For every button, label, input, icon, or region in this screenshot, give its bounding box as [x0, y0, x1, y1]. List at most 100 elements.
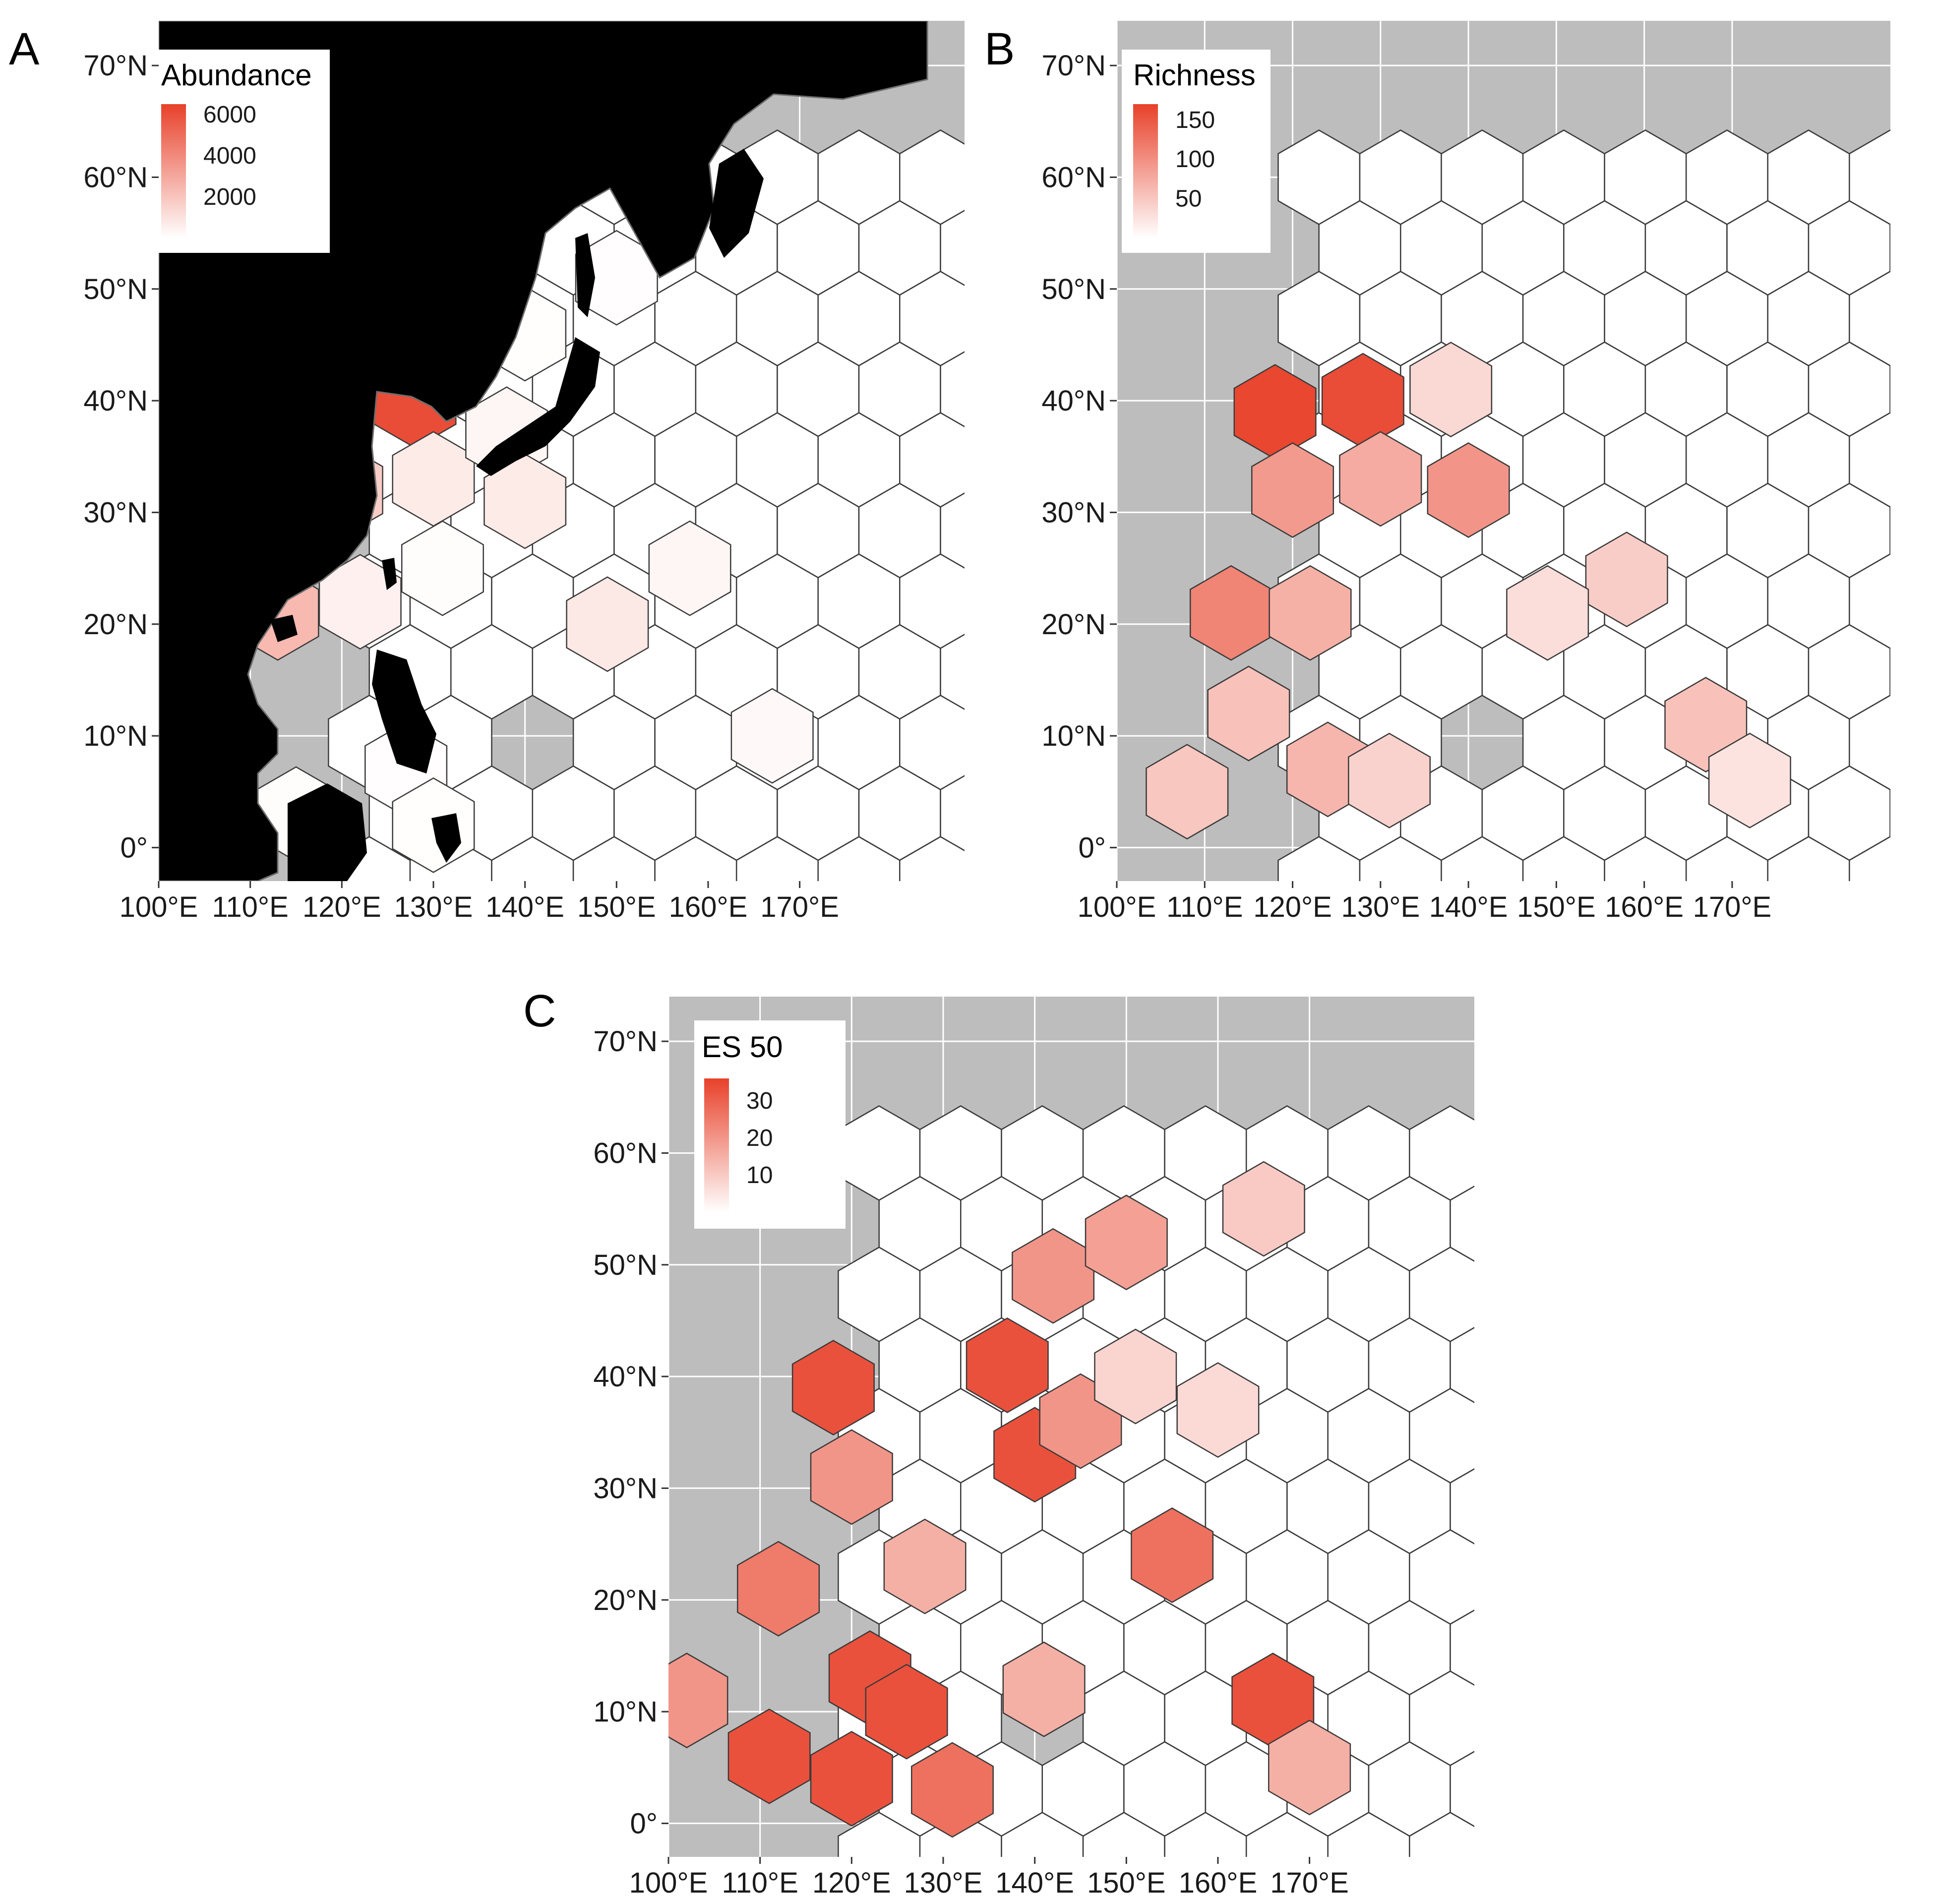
panel-label-b: B — [984, 24, 1015, 74]
x-tick-label: 110°E — [1166, 891, 1243, 923]
hex-cell — [1409, 1812, 1474, 1857]
hex-cell — [1164, 1812, 1247, 1857]
hex-cell-value — [791, 1340, 875, 1436]
y-tick-label: 60°N — [83, 161, 148, 193]
x-tick-label: 160°E — [1179, 1867, 1258, 1899]
hex-cell-value — [1207, 665, 1290, 762]
hex-cell-value — [1427, 442, 1510, 538]
y-tick-label: 40°N — [593, 1361, 658, 1393]
y-tick-label: 70°N — [83, 50, 148, 82]
y-axis: 70°N 60°N 50°N 40°N 30°N 20°N 10°N 0° — [1041, 50, 1117, 864]
legend: Abundance 6000 4000 2000 — [156, 50, 330, 253]
hex-cell — [1604, 836, 1687, 881]
panel-a: A Abundance 6000 4000 2000 70°N 60°N 50°N 40°… — [9, 21, 965, 923]
legend-title: ES 50 — [702, 1030, 783, 1064]
hex-cell — [1001, 1812, 1084, 1857]
x-tick-label: 130°E — [394, 891, 473, 923]
hex-cell-value — [1409, 342, 1493, 438]
hex-cell-value — [727, 1708, 811, 1804]
y-tick-label: 50°N — [593, 1249, 658, 1281]
legend-ticks: 30 20 10 — [746, 1088, 773, 1189]
hex-cell-value — [566, 576, 649, 672]
hex-cell-value — [318, 554, 402, 650]
hex-cell-value — [865, 1664, 948, 1760]
hex-cell-value — [910, 1742, 994, 1838]
hex-cell-value — [1268, 1720, 1351, 1816]
x-tick-label: 120°E — [1253, 891, 1332, 923]
y-tick-label: 0° — [121, 832, 148, 864]
panel-label-a: A — [9, 24, 40, 74]
hex-cell-value — [392, 431, 475, 527]
y-axis: 70°N 60°N 50°N 40°N 30°N 20°N 10°N 0° — [593, 1025, 668, 1840]
hex-cell — [899, 836, 965, 881]
hex-cell-value — [1339, 431, 1422, 527]
y-tick-label: 70°N — [1041, 50, 1106, 82]
legend-title: Abundance — [161, 59, 312, 92]
hex-cell — [1082, 1812, 1165, 1857]
hex-cell-value — [1348, 732, 1431, 829]
land-layer — [159, 21, 928, 881]
y-tick-label: 30°N — [593, 1472, 658, 1504]
hex-cell-value — [810, 1730, 893, 1827]
legend-color-bar — [161, 104, 186, 238]
hex-cell — [1685, 836, 1768, 881]
hex-cell-value — [1085, 1194, 1168, 1291]
legend-color-bar — [704, 1078, 729, 1212]
hex-cell — [654, 836, 737, 881]
hex-cell — [1277, 836, 1361, 881]
legend-tick-label: 30 — [746, 1088, 773, 1114]
hex-cell — [1327, 1812, 1410, 1857]
asia-landmass — [159, 21, 928, 881]
y-tick-label: 20°N — [83, 608, 148, 641]
hex-cell-value — [668, 1653, 728, 1748]
hex-cell — [491, 836, 574, 881]
x-axis: 100°E 110°E 120°E 130°E 140°E 150°E 160°E 170°E — [120, 881, 839, 923]
kamchatka — [709, 149, 764, 258]
hex-cell — [838, 1812, 921, 1857]
hex-cell — [817, 836, 901, 881]
x-tick-label: 170°E — [1693, 891, 1772, 923]
hex-cell-value — [1269, 565, 1352, 661]
hex-cell-value — [966, 1317, 1049, 1414]
y-tick-label: 40°N — [83, 385, 148, 417]
x-tick-label: 130°E — [1341, 891, 1420, 923]
hex-cell — [1441, 836, 1524, 881]
x-tick-label: 120°E — [812, 1867, 891, 1899]
x-tick-label: 100°E — [120, 891, 198, 923]
hexbin-layer — [1146, 129, 1890, 881]
hex-cell — [1522, 836, 1605, 881]
y-tick-label: 30°N — [83, 496, 148, 529]
hex-cell-value — [810, 1429, 893, 1525]
x-tick-label: 150°E — [1087, 1867, 1166, 1899]
hex-cell-value — [575, 230, 658, 326]
hex-cell-value — [1146, 744, 1229, 840]
x-axis: 100°E 110°E 120°E 130°E 140°E 150°E 160°E 170°E — [629, 1857, 1349, 1899]
panel-b: B Richness 150 100 50 70°N 60°N 50°N 40°N 30°N… — [984, 21, 1890, 923]
legend-ticks: 150 100 50 — [1175, 107, 1215, 212]
x-tick-label: 140°E — [485, 891, 564, 923]
y-tick-label: 20°N — [1041, 608, 1106, 641]
hex-cell-value — [730, 688, 814, 784]
hex-cell-value — [1321, 353, 1404, 449]
hexbin-layer — [668, 1105, 1474, 1857]
x-tick-label: 140°E — [995, 1867, 1074, 1899]
x-axis: 100°E 110°E 120°E 130°E 140°E 150°E 160°E 170°E — [1078, 881, 1772, 923]
y-tick-label: 0° — [630, 1807, 658, 1840]
legend-tick-label: 50 — [1175, 186, 1202, 212]
taiwan — [382, 558, 397, 590]
legend-title: Richness — [1133, 59, 1256, 92]
legend: Richness 150 100 50 — [1122, 50, 1271, 253]
legend-tick-label: 10 — [746, 1162, 773, 1189]
x-tick-label: 120°E — [303, 891, 381, 923]
legend-tick-label: 100 — [1175, 146, 1215, 173]
hex-cell-value — [648, 520, 731, 616]
legend-tick-label: 20 — [746, 1125, 773, 1151]
x-tick-label: 110°E — [722, 1867, 798, 1899]
y-tick-label: 50°N — [1041, 273, 1106, 305]
x-tick-label: 160°E — [1605, 891, 1684, 923]
x-tick-label: 170°E — [1270, 1867, 1349, 1899]
sakhalin — [575, 233, 595, 317]
hex-cell-value — [1012, 1228, 1095, 1324]
panel-c: C ES 50 30 20 10 70°N 60°N 50°N 40°N 30°N 20°N 1… — [523, 986, 1474, 1899]
